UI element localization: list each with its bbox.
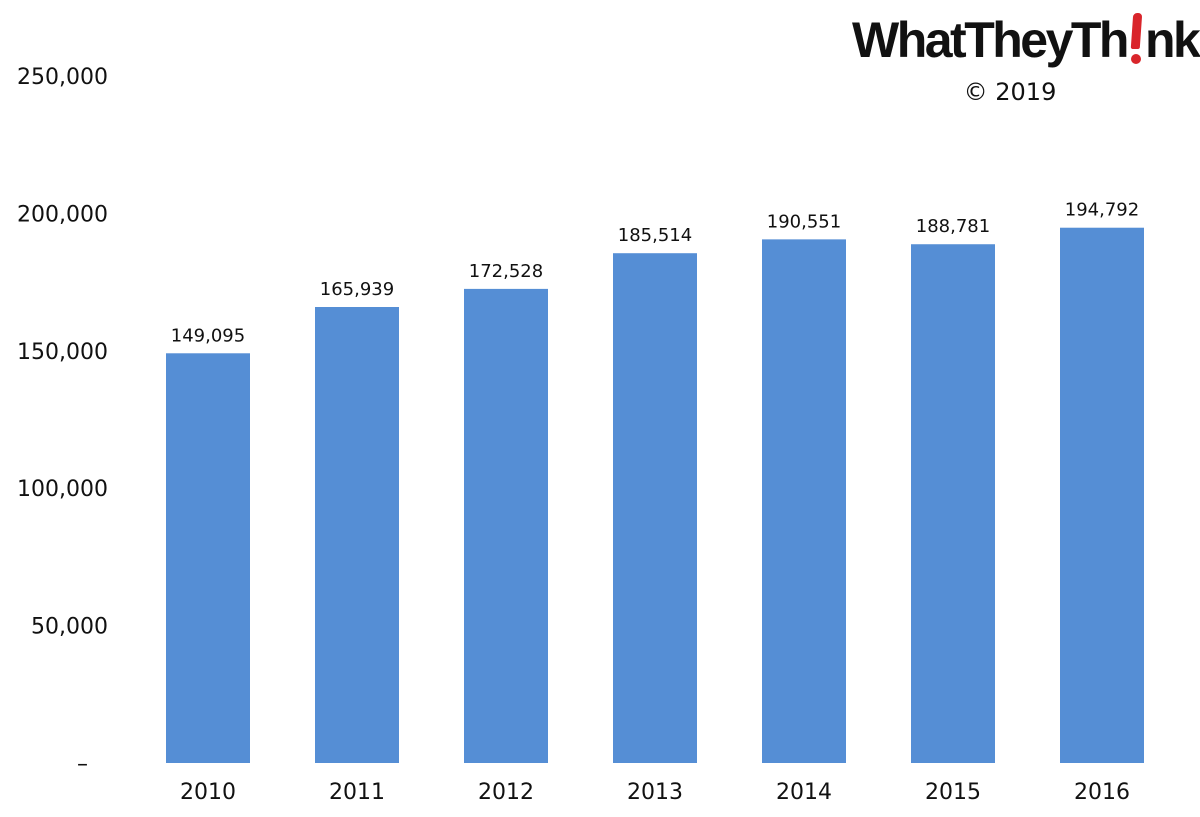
x-axis: 2010 2011 2012 2013 2014 2015 2016 (180, 780, 1130, 805)
logo-text-end: nk (1144, 12, 1200, 68)
bar-series (166, 227, 1144, 764)
x-tick-label-2014: 2014 (776, 780, 832, 805)
y-tick-label: 250,000 (17, 65, 108, 90)
x-tick-label-2016: 2016 (1074, 780, 1130, 805)
y-tick-label: – (77, 752, 88, 777)
whattheythink-logo: WhatTheyTh nk (852, 6, 1200, 72)
bar-2012 (464, 288, 548, 763)
y-axis: – 50,000 100,000 150,000 200,000 250,000 (17, 65, 108, 777)
x-tick-label-2012: 2012 (478, 780, 534, 805)
y-tick-label: 200,000 (17, 202, 108, 227)
bar-2010 (166, 353, 250, 763)
bar-2011 (315, 306, 399, 763)
y-tick-label: 150,000 (17, 340, 108, 365)
data-label-2012: 172,528 (469, 261, 543, 282)
logo-wordmark: WhatTheyTh nk (852, 12, 1200, 68)
x-tick-label-2011: 2011 (329, 780, 385, 805)
bar-2016 (1060, 227, 1144, 764)
data-label-2010: 149,095 (171, 325, 245, 346)
data-label-2016: 194,792 (1065, 200, 1139, 221)
data-label-2014: 190,551 (767, 211, 841, 232)
data-label-2011: 165,939 (320, 279, 394, 300)
data-label-2013: 185,514 (618, 225, 692, 246)
y-tick-label: 100,000 (17, 477, 108, 502)
bar-2013 (613, 253, 697, 764)
data-label-2015: 188,781 (916, 216, 990, 237)
y-tick-label: 50,000 (31, 615, 108, 640)
data-labels: 149,095 165,939 172,528 185,514 190,551 188,7… (171, 200, 1139, 347)
exclamation-icon (1128, 13, 1144, 65)
copyright-notice: © 2019 (963, 78, 1057, 106)
x-tick-label-2013: 2013 (627, 780, 683, 805)
logo-text-start: WhatTheyTh (852, 12, 1129, 68)
x-tick-label-2015: 2015 (925, 780, 981, 805)
bar-2014 (762, 239, 846, 763)
x-tick-label-2010: 2010 (180, 780, 236, 805)
bar-2015 (911, 244, 995, 764)
